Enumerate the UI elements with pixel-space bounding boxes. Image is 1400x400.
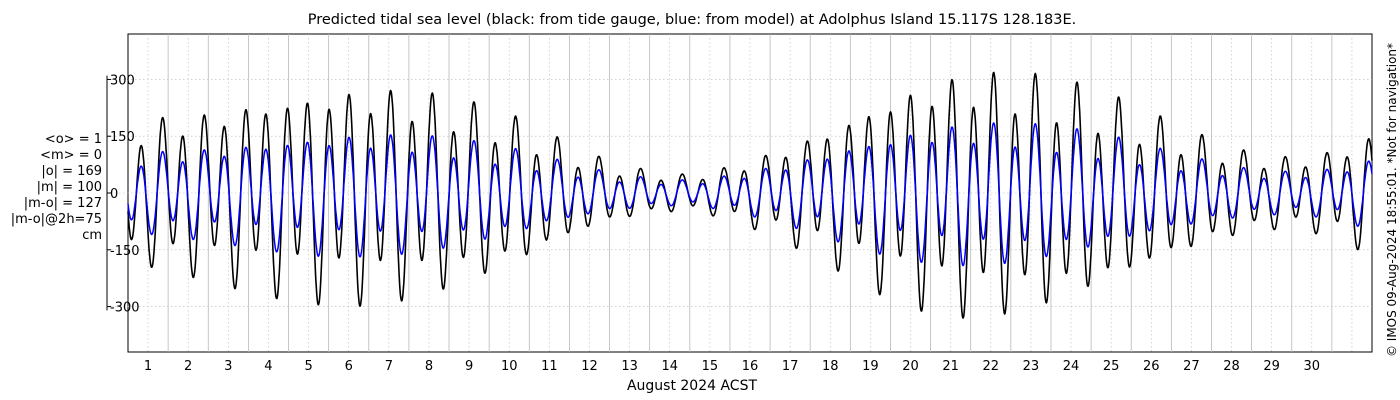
x-tick-label: 27: [1183, 359, 1200, 374]
x-tick-label: 28: [1223, 359, 1240, 374]
x-tick-label: 22: [983, 359, 1000, 374]
copyright-notice: © IMOS 09-Aug-2024 18:55:01. *Not for na…: [1385, 42, 1399, 358]
x-tick-label: 19: [862, 359, 879, 374]
chart-title: Predicted tidal sea level (black: from t…: [308, 12, 1077, 28]
stat-unit: cm: [82, 228, 102, 243]
x-tick-label: 2: [184, 359, 192, 374]
x-tick-label: 16: [742, 359, 759, 374]
series-layer: [127, 71, 1373, 319]
stat-abs-observed: |o| = 169: [41, 164, 102, 179]
y-tick-label: 0: [110, 187, 118, 202]
x-tick-label: 4: [264, 359, 272, 374]
x-tick-label: 6: [345, 359, 353, 374]
x-axis-label: August 2024 ACST: [627, 378, 758, 394]
x-tick-label: 17: [782, 359, 799, 374]
x-tick-label: 7: [385, 359, 393, 374]
y-tick-label: -150: [110, 244, 140, 259]
series-line-model: [127, 122, 1373, 267]
x-tick-label: 25: [1103, 359, 1120, 374]
stat-abs-diff-2h: |m-o|@2h=75: [10, 212, 102, 227]
x-tick-label: 10: [501, 359, 518, 374]
x-tick-label: 21: [942, 359, 959, 374]
x-axis: 1 2 3 4 5 6 7 8 9 10 11 12 13 14 15 16 17 18 19 20 21 22 23 24 2…: [144, 359, 1320, 374]
stat-mean-model: <m> = 0: [40, 148, 102, 163]
x-tick-label: 26: [1143, 359, 1160, 374]
x-tick-label: 24: [1063, 359, 1080, 374]
y-axis: 300 150 0 -150 -300: [106, 73, 140, 316]
x-tick-label: 8: [425, 359, 433, 374]
y-tick-label: -300: [110, 301, 140, 316]
x-tick-label: 20: [902, 359, 919, 374]
x-tick-label: 9: [465, 359, 473, 374]
x-tick-label: 11: [541, 359, 558, 374]
stat-abs-diff: |m-o| = 127: [23, 196, 102, 211]
x-tick-label: 5: [304, 359, 312, 374]
stat-abs-model: |m| = 100: [36, 180, 102, 195]
statistics-panel: <o> = 1 <m> = 0 |o| = 169 |m| = 100 |m-o…: [2, 132, 102, 244]
x-tick-label: 29: [1263, 359, 1280, 374]
x-tick-label: 30: [1304, 359, 1321, 374]
x-tick-label: 1: [144, 359, 152, 374]
x-tick-label: 14: [661, 359, 678, 374]
stat-mean-observed: <o> = 1: [44, 132, 102, 147]
x-tick-label: 23: [1023, 359, 1040, 374]
x-tick-label: 13: [621, 359, 638, 374]
x-tick-label: 3: [224, 359, 232, 374]
y-tick-label: 300: [110, 73, 135, 88]
x-tick-label: 12: [581, 359, 598, 374]
x-tick-label: 15: [702, 359, 719, 374]
y-tick-label: 150: [110, 130, 135, 145]
x-tick-label: 18: [822, 359, 839, 374]
